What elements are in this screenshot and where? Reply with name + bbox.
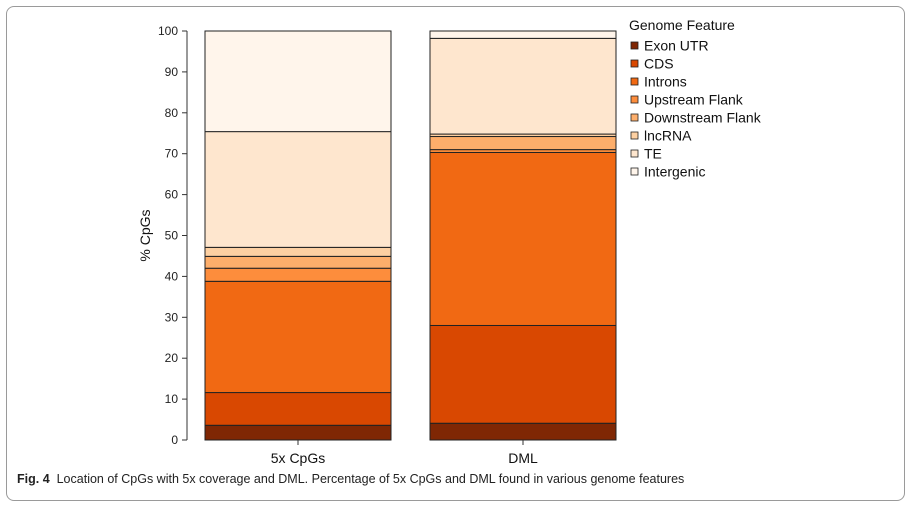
y-tick-label: 70: [165, 147, 179, 161]
bar-segment: [429, 422, 617, 441]
stacked-bar-chart: 0 10 20 30 40 50 60 70 80 90 100 % CpGs 5x CpGs DML…: [137, 17, 762, 466]
figure-caption: Fig. 4 Location of CpGs with 5x coverage…: [17, 472, 897, 486]
legend-swatch: [630, 41, 639, 50]
y-tick-label: 20: [165, 351, 179, 365]
legend-swatch: [630, 149, 639, 158]
legend-swatch: [630, 59, 639, 68]
y-tick-label: 100: [158, 24, 178, 38]
bar-segment: [429, 151, 617, 326]
legend: Genome Feature Exon UTR CDS Introns Upstrea…: [629, 17, 762, 180]
legend-title: Genome Feature: [629, 17, 735, 33]
legend-item-label: Introns: [644, 74, 687, 90]
legend-swatch: [630, 113, 639, 122]
y-tick-label: 80: [165, 106, 179, 120]
y-tick-label: 40: [165, 269, 179, 283]
legend-item-label: TE: [644, 146, 662, 162]
caption-text: Location of CpGs with 5x coverage and DM…: [56, 472, 685, 486]
bar-segment: [204, 246, 392, 257]
bars: [204, 30, 617, 441]
legend-item-label: Downstream Flank: [644, 110, 762, 126]
legend-swatch: [630, 77, 639, 86]
x-category-label: DML: [508, 450, 538, 466]
legend-swatch: [630, 167, 639, 176]
bar-segment: [429, 136, 617, 151]
bar-segment: [204, 392, 392, 426]
bar-segment: [204, 280, 392, 394]
y-tick-label: 30: [165, 310, 179, 324]
bar-segment: [204, 255, 392, 269]
legend-item-label: Exon UTR: [644, 38, 709, 54]
y-tick-label: 0: [171, 433, 178, 447]
bar-segment: [429, 324, 617, 424]
legend-item-label: Upstream Flank: [644, 92, 744, 108]
legend-swatch: [630, 95, 639, 104]
bar-segment: [204, 424, 392, 441]
y-tick-label: 90: [165, 65, 179, 79]
bar-segment: [429, 30, 617, 39]
y-tick-label: 60: [165, 188, 179, 202]
figure-frame: [6, 6, 905, 501]
y-tick-label: 50: [165, 229, 179, 243]
x-axis-labels: 5x CpGs DML: [271, 440, 538, 466]
y-axis: 0 10 20 30 40 50 60 70 80 90 100: [158, 24, 188, 447]
y-tick-label: 10: [165, 392, 179, 406]
legend-item-label: lncRNA: [644, 128, 692, 144]
x-category-label: 5x CpGs: [271, 450, 325, 466]
bar-segment: [204, 131, 392, 248]
legend-item-label: CDS: [644, 56, 674, 72]
caption-label: Fig. 4: [17, 472, 50, 486]
legend-item-label: Intergenic: [644, 164, 705, 180]
legend-swatch: [630, 131, 639, 140]
y-axis-title: % CpGs: [137, 209, 153, 261]
bar-segment: [204, 267, 392, 282]
bar-segment: [204, 30, 392, 133]
bar-segment: [429, 37, 617, 135]
